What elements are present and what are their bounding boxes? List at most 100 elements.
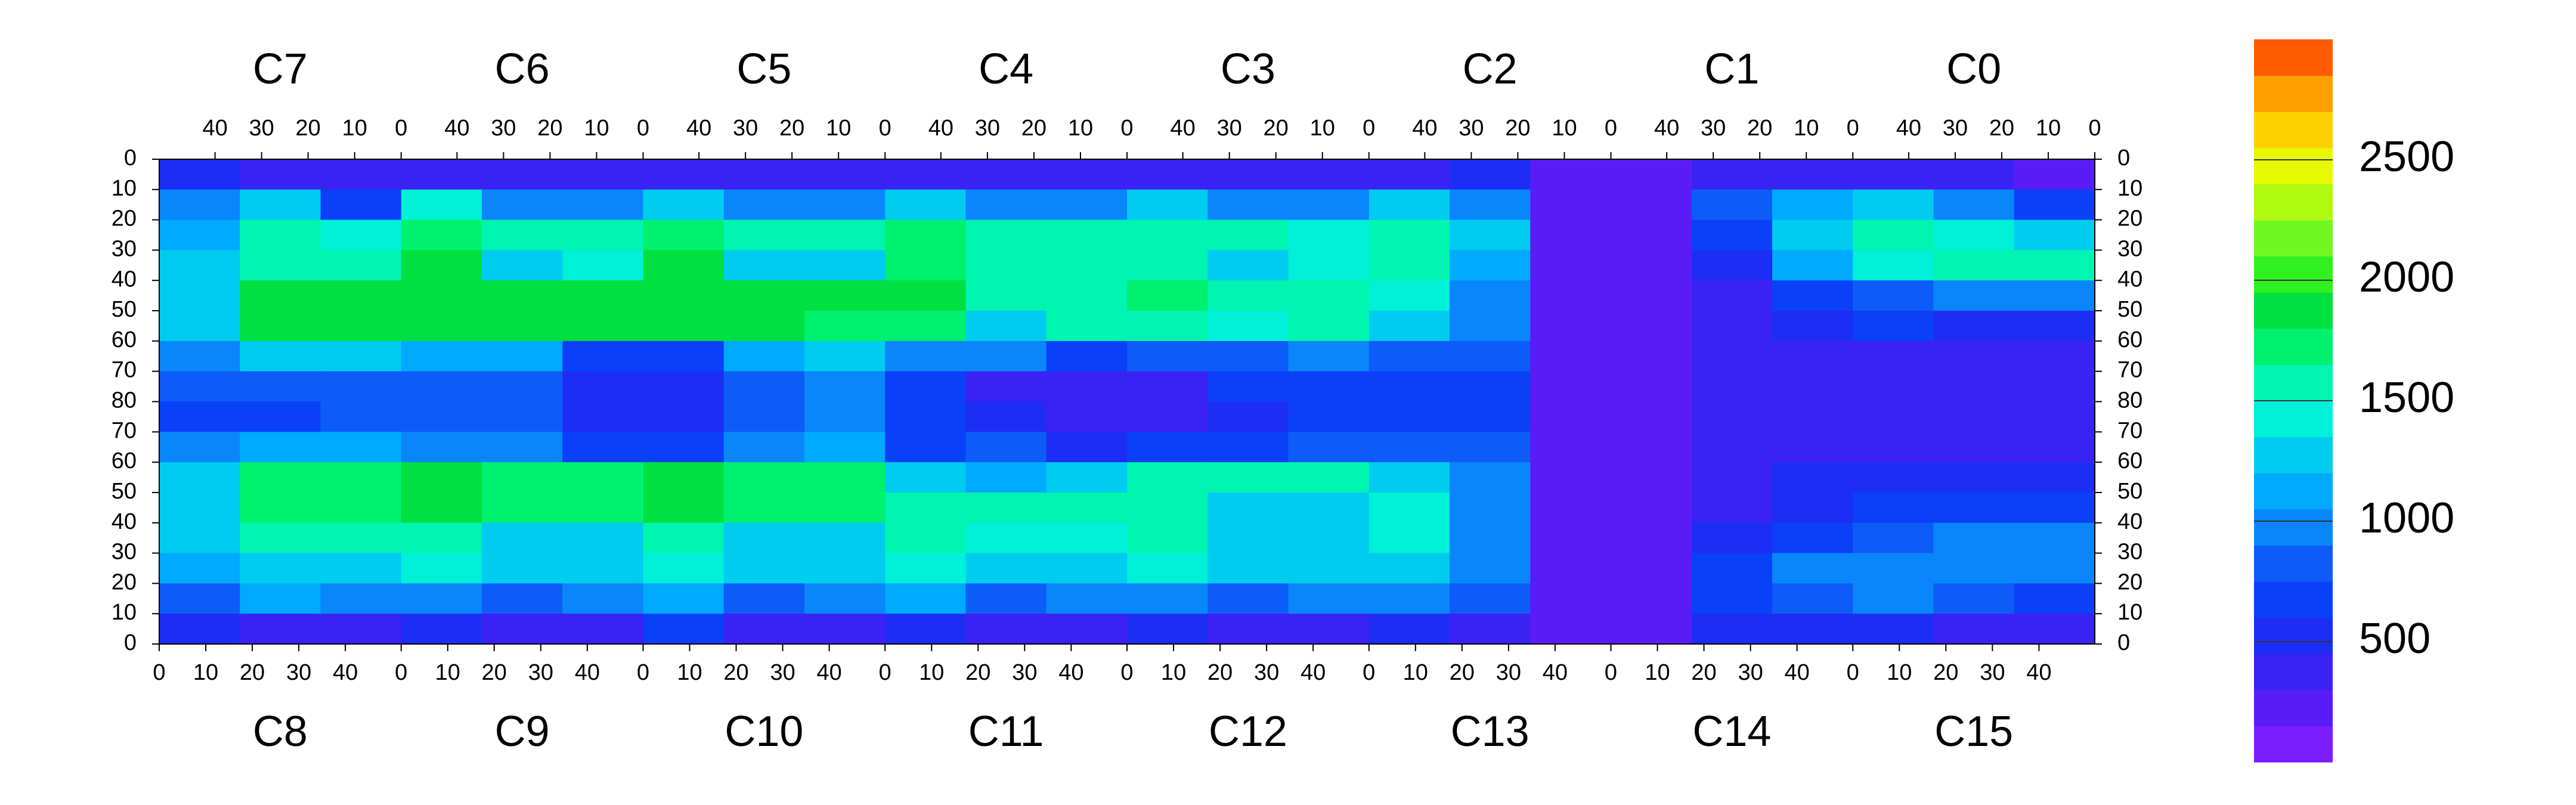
heatmap-cell (562, 583, 644, 614)
heatmap-cell (1853, 462, 1934, 493)
y-tick-label: 50 (112, 297, 137, 322)
heatmap-cell (1933, 492, 2015, 524)
heatmap-cell (1208, 311, 1289, 342)
heatmap-cell (159, 280, 240, 311)
y-tick-label: 80 (112, 388, 137, 413)
heatmap-cell (1450, 159, 1531, 190)
heatmap-cell (1611, 311, 1692, 342)
heatmap-cell (643, 311, 724, 342)
heatmap-cell (482, 462, 563, 493)
heatmap-cell (1288, 371, 1370, 402)
heatmap-cell (1691, 614, 1773, 645)
heatmap-cell (2014, 219, 2095, 251)
heatmap-cell (401, 553, 482, 584)
heatmap-cell (401, 492, 482, 524)
heatmap-cell (1288, 614, 1370, 645)
x-tick-label: 20 (240, 660, 265, 685)
heatmap-cell (1127, 401, 1208, 432)
x-tick-label: 20 (723, 660, 748, 685)
heatmap-cell (1450, 583, 1531, 614)
heatmap-cell (1368, 492, 1450, 524)
x-tick-label: 20 (1691, 660, 1716, 685)
heatmap-cell (1046, 340, 1128, 372)
heatmap-cell (965, 553, 1047, 584)
heatmap-cell (320, 432, 402, 463)
heatmap-cell (159, 432, 240, 463)
heatmap-cell (1772, 401, 1853, 432)
heatmap-cell (320, 492, 402, 524)
heatmap-cell (240, 553, 321, 584)
heatmap-cell (1450, 250, 1531, 281)
heatmap-cell (562, 371, 644, 402)
x-tick-label: 20 (1021, 116, 1046, 141)
chip-label: C9 (495, 708, 550, 756)
x-tick-label: 10 (1794, 116, 1819, 141)
heatmap-cell (320, 219, 402, 251)
chip-label: C12 (1209, 708, 1287, 756)
heatmap-cell (1368, 250, 1450, 281)
x-tick-label: 0 (1363, 660, 1375, 685)
heatmap-cell (885, 189, 967, 221)
heatmap-cell (1853, 280, 1934, 311)
heatmap-cell (1208, 159, 1289, 190)
heatmap-cell (1046, 401, 1128, 432)
heatmap-cell (1127, 522, 1208, 554)
x-tick-label: 40 (1543, 660, 1568, 685)
heatmap-cell (482, 614, 563, 645)
heatmap-cell (1450, 340, 1531, 372)
heatmap-cell (240, 614, 321, 645)
heatmap-cell (804, 280, 886, 311)
heatmap-cell (723, 189, 805, 221)
heatmap-cell (1772, 159, 1853, 190)
x-tick-label: 0 (1605, 116, 1617, 141)
x-tick-label: 30 (1217, 116, 1242, 141)
heatmap-cell (1853, 189, 1934, 221)
x-tick-label: 20 (779, 116, 804, 141)
heatmap-cell (1611, 159, 1692, 190)
chip-label: C7 (253, 45, 308, 93)
heatmap-cell (965, 614, 1047, 645)
heatmap-cell (2014, 371, 2095, 402)
heatmap-cell (1288, 280, 1370, 311)
heatmap-cell (401, 311, 482, 342)
y-tick-label: 70 (2117, 418, 2142, 443)
heatmap-cell (1853, 553, 1934, 584)
y-tick-label: 10 (2117, 600, 2142, 625)
heatmap-cell (1046, 553, 1128, 584)
heatmap-cell (1288, 492, 1370, 524)
heatmap-cell (643, 189, 724, 221)
heatmap-cell (1208, 614, 1289, 645)
heatmap-cell (562, 219, 644, 251)
heatmap-cell (723, 432, 805, 463)
heatmap-cell (240, 250, 321, 281)
heatmap-cell (1853, 583, 1934, 614)
heatmap-cell (1853, 159, 1934, 190)
heatmap-cell (1288, 522, 1370, 554)
x-tick-label: 0 (395, 660, 407, 685)
heatmap-cell (1046, 432, 1128, 463)
x-tick-label: 20 (1264, 116, 1289, 141)
x-tick-label: 10 (584, 116, 609, 141)
heatmap-cell (482, 492, 563, 524)
heatmap-cell (401, 250, 482, 281)
x-tick-label: 40 (928, 116, 953, 141)
heatmap-cell (240, 371, 321, 402)
heatmap-cell (1611, 492, 1692, 524)
heatmap-cell (2014, 583, 2095, 614)
heatmap-cell (1772, 340, 1853, 372)
colorbar-tick-label: 1000 (2359, 494, 2454, 542)
heatmap-cell (1368, 219, 1450, 251)
x-tick-label: 10 (1161, 660, 1186, 685)
heatmap-cell (240, 432, 321, 463)
heatmap-cell (1691, 583, 1773, 614)
heatmap-cell (1127, 340, 1208, 372)
heatmap-cell (401, 219, 482, 251)
heatmap-cell (159, 462, 240, 493)
heatmap-cell (482, 219, 563, 251)
x-tick-label: 20 (1747, 116, 1772, 141)
heatmap-cell (482, 311, 563, 342)
x-tick-label: 20 (965, 660, 990, 685)
y-tick-label: 30 (112, 236, 137, 261)
x-tick-label: 0 (395, 116, 407, 141)
colorbar-segment (2254, 509, 2333, 546)
